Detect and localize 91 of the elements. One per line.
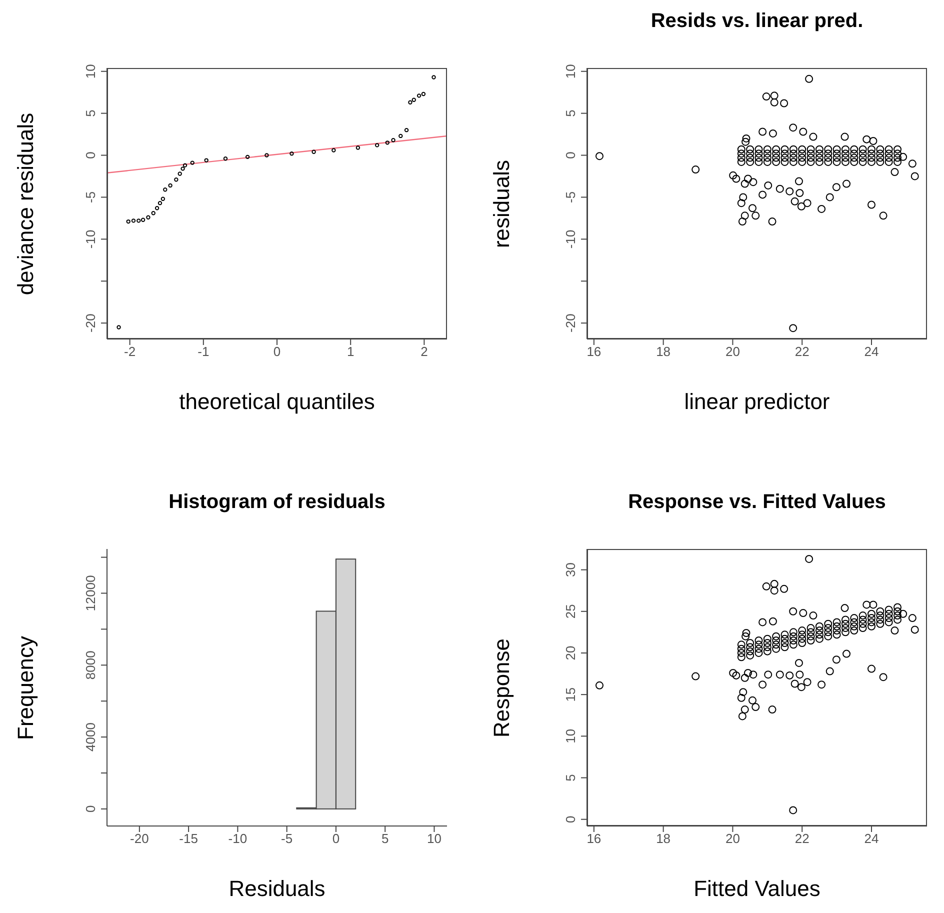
point [385, 140, 390, 145]
x-tick-label: 16 [586, 831, 602, 846]
y-tick-label: -5 [83, 191, 98, 203]
x-tick-label: 16 [586, 344, 602, 360]
chart-title: Resids vs. linear pred. [650, 10, 864, 33]
point [223, 156, 228, 161]
x-tick-label: 22 [794, 344, 810, 360]
point [391, 138, 396, 142]
y-tick-label: 0 [83, 805, 98, 813]
y-axis-title: Frequency [13, 636, 39, 740]
point [158, 200, 162, 206]
point [174, 177, 178, 182]
point [290, 151, 294, 156]
x-axis-title: Fitted Values [694, 876, 820, 902]
point [182, 163, 188, 168]
x-tick-label: 0 [332, 831, 340, 846]
point [374, 143, 380, 148]
point [204, 158, 208, 162]
y-tick-label: 0 [563, 816, 578, 823]
point [432, 75, 436, 80]
point [136, 218, 141, 223]
point [131, 218, 136, 223]
y-axis-title: deviance residuals [13, 112, 39, 295]
x-tick-label: 20 [725, 831, 740, 846]
point [245, 154, 250, 160]
point [190, 160, 194, 165]
point [332, 148, 336, 152]
point [146, 215, 150, 220]
point [126, 219, 130, 224]
x-tick-label: 2 [420, 344, 428, 360]
point [264, 153, 269, 158]
point [168, 183, 172, 188]
y-tick-label: -20 [563, 314, 578, 332]
x-tick-label: 24 [864, 831, 879, 846]
y-tick-label: -5 [563, 191, 578, 203]
x-tick-label: 1 [346, 344, 354, 360]
point [421, 92, 426, 96]
x-tick-label: -10 [228, 831, 248, 846]
y-tick-label: -10 [563, 230, 578, 249]
y-tick-label: 5 [83, 110, 98, 117]
x-tick-label: 0 [273, 344, 281, 360]
x-tick-label: 24 [864, 344, 879, 360]
x-tick-label: -5 [281, 831, 293, 846]
x-tick-label: 22 [794, 831, 810, 846]
x-tick-label: -15 [179, 831, 198, 846]
y-axis-title: residuals [489, 159, 515, 248]
y-tick-label: 8000 [83, 650, 98, 680]
x-tick-label: 20 [725, 344, 740, 360]
x-tick-label: -2 [124, 344, 136, 360]
point [312, 150, 316, 154]
point [180, 166, 185, 171]
point [412, 98, 416, 102]
y-tick-label: 4000 [83, 722, 98, 752]
x-tick-label: 18 [656, 831, 671, 846]
point [163, 188, 168, 192]
y-tick-label: 15 [563, 687, 578, 702]
point [116, 325, 121, 330]
chart-title: Histogram of residuals [168, 491, 386, 514]
y-tick-label: 0 [83, 152, 98, 159]
point [416, 94, 422, 98]
y-tick-label: -10 [83, 230, 98, 249]
y-tick-label: 30 [563, 562, 578, 578]
y-tick-label: -20 [83, 314, 98, 332]
y-tick-label: 0 [563, 152, 578, 159]
x-axis-title: Residuals [228, 876, 326, 902]
y-tick-label: 5 [563, 110, 578, 117]
y-tick-label: 10 [563, 64, 578, 79]
point [408, 100, 412, 104]
y-axis-title: Response [489, 638, 515, 738]
point [151, 211, 156, 216]
point [356, 146, 360, 150]
x-axis-title: linear predictor [684, 389, 830, 415]
x-tick-label: 18 [656, 344, 671, 360]
y-tick-label: 10 [563, 728, 578, 744]
y-tick-label: 5 [563, 774, 578, 782]
x-tick-label: 5 [381, 831, 389, 846]
y-tick-label: 12000 [83, 575, 98, 612]
point [140, 218, 146, 222]
point [404, 128, 409, 132]
y-tick-label: 25 [563, 604, 578, 619]
point [178, 172, 182, 176]
point [398, 134, 403, 138]
chart-title: Response vs. Fitted Values [628, 491, 886, 514]
point [154, 206, 160, 210]
y-tick-label: 20 [563, 646, 578, 660]
x-axis-title: theoretical quantiles [179, 389, 375, 415]
y-tick-label: 10 [83, 64, 98, 79]
x-tick-label: -1 [198, 344, 210, 360]
x-tick-label: 10 [426, 831, 442, 846]
x-tick-label: -20 [130, 831, 149, 846]
point [160, 196, 166, 201]
